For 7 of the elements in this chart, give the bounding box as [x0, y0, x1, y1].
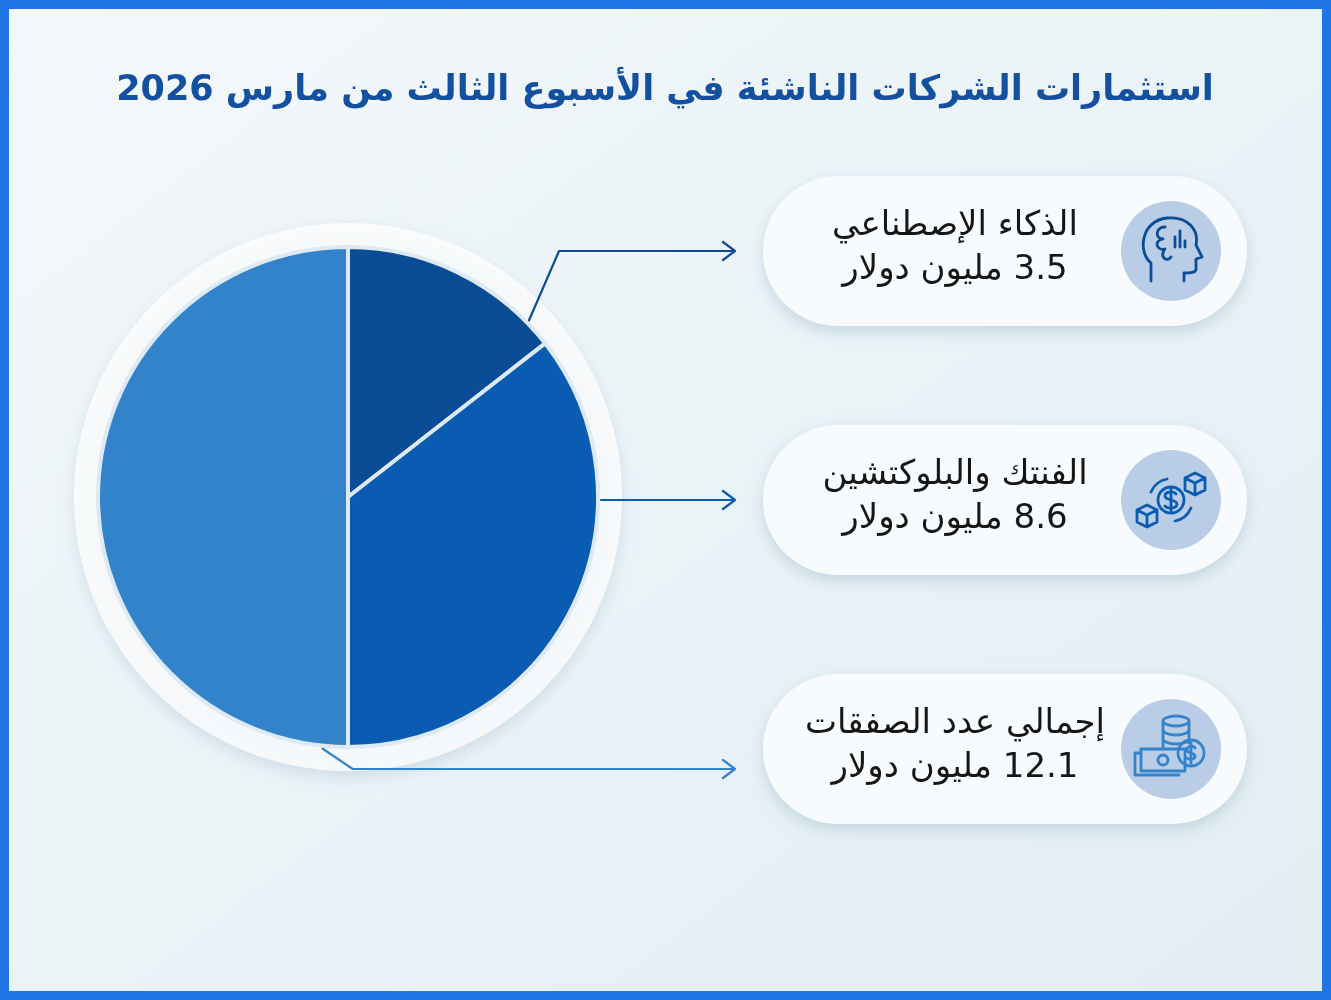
data-label: 12.1 مليون دولار	[829, 745, 1079, 786]
legend-label: إجمالي عدد الصفقات	[804, 701, 1106, 742]
legend-label: الذكاء الإصطناعي	[832, 203, 1078, 244]
data-label: 3.5 مليون دولار	[840, 247, 1068, 288]
data-label: 8.6 مليون دولار	[840, 496, 1068, 537]
chart-title: استثمارات الشركات الناشئة في الأسبوع الثالث من مارس 2026	[116, 66, 1214, 109]
legend-label: الفنتك والبلوكتشين	[822, 452, 1088, 493]
